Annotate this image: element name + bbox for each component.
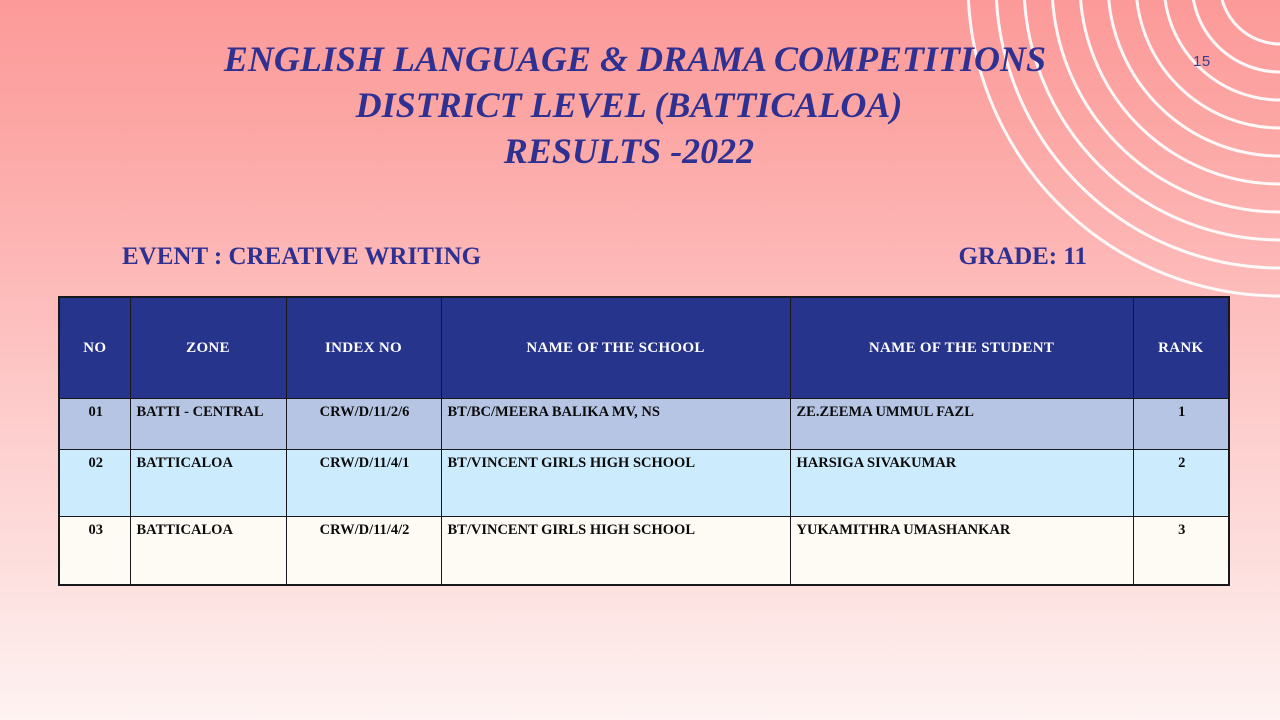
- cell-school: BT/BC/MEERA BALIKA MV, NS: [440, 398, 791, 450]
- event-label: EVENT : CREATIVE WRITING: [122, 243, 482, 270]
- cell-student-text: ZE.ZEEMA UMMUL FAZL: [796, 404, 974, 420]
- cell-no: 01: [58, 398, 131, 450]
- column-header-no: NO: [58, 296, 131, 399]
- slide-number: 15: [1193, 53, 1211, 70]
- cell-index: CRW/D/11/4/1: [285, 449, 442, 517]
- cell-no-text: 02: [88, 455, 104, 471]
- table-row: 01 BATTI - CENTRAL CRW/D/11/2/6 BT/BC/ME…: [58, 398, 1230, 450]
- cell-zone-text: BATTICALOA: [136, 522, 233, 538]
- cell-student-text: HARSIGA SIVAKUMAR: [796, 455, 957, 471]
- cell-zone: BATTICALOA: [129, 449, 287, 517]
- cell-index-text: CRW/D/11/4/1: [319, 455, 410, 471]
- title-line-1: ENGLISH LANGUAGE & DRAMA COMPETITIONS: [223, 39, 1047, 79]
- table-row: 03 BATTICALOA CRW/D/11/4/2 BT/VINCENT GI…: [58, 516, 1230, 586]
- cell-no: 02: [58, 449, 131, 517]
- column-header-student: NAME OF THE STUDENT: [789, 296, 1134, 399]
- cell-rank: 2: [1132, 449, 1230, 517]
- cell-school-text: BT/VINCENT GIRLS HIGH SCHOOL: [447, 522, 696, 538]
- cell-rank: 1: [1132, 398, 1230, 450]
- cell-school-text: BT/VINCENT GIRLS HIGH SCHOOL: [447, 455, 696, 471]
- title-line-2: DISTRICT LEVEL (BATTICALOA): [355, 85, 903, 125]
- results-table: NO ZONE INDEX NO NAME OF THE SCHOOL NAME…: [58, 296, 1230, 586]
- column-header-index: INDEX NO: [285, 296, 442, 399]
- cell-student: HARSIGA SIVAKUMAR: [789, 449, 1134, 517]
- cell-no-text: 03: [88, 522, 104, 538]
- cell-rank-text: 1: [1178, 404, 1186, 420]
- cell-index-text: CRW/D/11/4/2: [319, 522, 410, 538]
- column-header-rank: RANK: [1132, 296, 1230, 399]
- cell-rank-text: 3: [1178, 522, 1186, 538]
- cell-zone-text: BATTICALOA: [136, 455, 233, 471]
- cell-student: ZE.ZEEMA UMMUL FAZL: [789, 398, 1134, 450]
- page-title: ENGLISH LANGUAGE & DRAMA COMPETITIONS DI…: [0, 36, 1280, 174]
- cell-index: CRW/D/11/2/6: [285, 398, 442, 450]
- cell-no-text: 01: [88, 404, 104, 420]
- cell-student: YUKAMITHRA UMASHANKAR: [789, 516, 1134, 586]
- cell-school: BT/VINCENT GIRLS HIGH SCHOOL: [440, 516, 791, 586]
- column-header-school: NAME OF THE SCHOOL: [440, 296, 791, 399]
- title-line-3: RESULTS -2022: [503, 131, 755, 171]
- cell-no: 03: [58, 516, 131, 586]
- cell-rank: 3: [1132, 516, 1230, 586]
- cell-index: CRW/D/11/4/2: [285, 516, 442, 586]
- event-grade-row: EVENT : CREATIVE WRITING GRADE: 11: [122, 243, 1088, 271]
- cell-zone: BATTI - CENTRAL: [129, 398, 287, 450]
- cell-student-text: YUKAMITHRA UMASHANKAR: [796, 522, 1011, 538]
- cell-school: BT/VINCENT GIRLS HIGH SCHOOL: [440, 449, 791, 517]
- column-header-zone: ZONE: [129, 296, 287, 399]
- cell-zone-text: BATTI - CENTRAL: [136, 404, 264, 420]
- cell-index-text: CRW/D/11/2/6: [319, 404, 410, 420]
- results-table-container: NO ZONE INDEX NO NAME OF THE SCHOOL NAME…: [58, 296, 1230, 586]
- cell-zone: BATTICALOA: [129, 516, 287, 586]
- cell-school-text: BT/BC/MEERA BALIKA MV, NS: [447, 404, 660, 420]
- table-row: 02 BATTICALOA CRW/D/11/4/1 BT/VINCENT GI…: [58, 449, 1230, 517]
- table-header-row: NO ZONE INDEX NO NAME OF THE SCHOOL NAME…: [58, 296, 1230, 399]
- grade-label: GRADE: 11: [958, 243, 1087, 270]
- cell-rank-text: 2: [1178, 455, 1186, 471]
